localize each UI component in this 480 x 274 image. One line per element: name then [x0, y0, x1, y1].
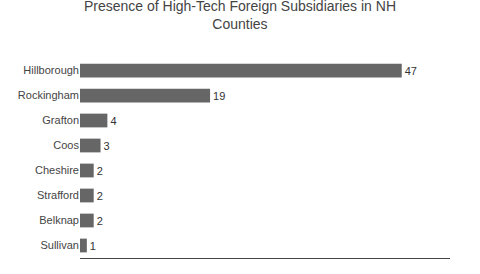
svg-text:Belknap: Belknap: [39, 214, 79, 226]
svg-text:Coos: Coos: [53, 139, 79, 151]
svg-text:Strafford: Strafford: [37, 189, 79, 201]
svg-text:2: 2: [97, 165, 103, 177]
svg-text:Grafton: Grafton: [42, 114, 79, 126]
svg-text:2: 2: [97, 215, 103, 227]
svg-text:Rockingham: Rockingham: [18, 89, 79, 101]
svg-text:Cheshire: Cheshire: [35, 164, 79, 176]
svg-text:3: 3: [104, 140, 110, 152]
svg-text:Presence of High-Tech Foreign: Presence of High-Tech Foreign Subsidiari…: [84, 0, 396, 32]
svg-text:4: 4: [110, 115, 116, 127]
svg-text:Hillborough: Hillborough: [23, 64, 79, 76]
svg-text:19: 19: [213, 90, 225, 102]
svg-text:Sullivan: Sullivan: [40, 239, 79, 251]
svg-text:2: 2: [97, 190, 103, 202]
svg-text:1: 1: [90, 240, 96, 252]
svg-text:47: 47: [405, 65, 417, 77]
